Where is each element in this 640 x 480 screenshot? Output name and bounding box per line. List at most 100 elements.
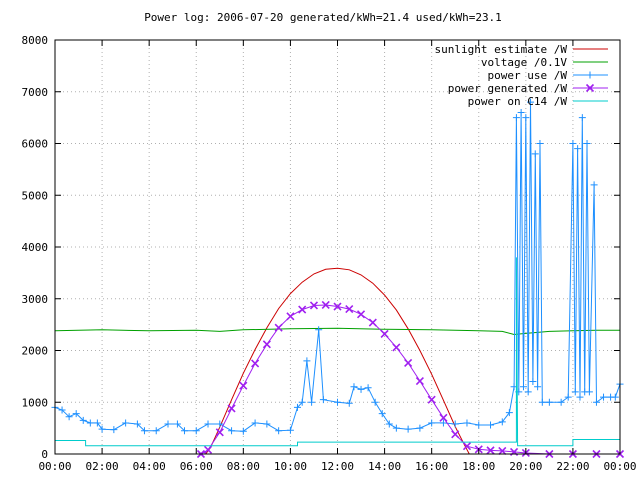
data-point bbox=[215, 428, 224, 437]
data-point bbox=[529, 378, 537, 386]
data-point bbox=[380, 329, 389, 339]
data-point bbox=[416, 424, 424, 432]
data-point bbox=[275, 427, 283, 435]
data-point bbox=[86, 419, 94, 427]
data-point bbox=[439, 419, 447, 427]
data-point bbox=[404, 358, 413, 367]
legend-label: power generated /W bbox=[448, 82, 568, 95]
series-sunlight-estimate-w bbox=[205, 267, 470, 455]
series-layer bbox=[51, 98, 625, 459]
data-point bbox=[404, 425, 412, 433]
y-tick-label: 8000 bbox=[22, 34, 49, 47]
data-point bbox=[309, 301, 319, 310]
data-point bbox=[345, 305, 354, 314]
data-point bbox=[576, 393, 584, 401]
y-tick-label: 7000 bbox=[22, 86, 49, 99]
data-point bbox=[58, 406, 66, 414]
series-power-use-w bbox=[51, 98, 624, 435]
data-point bbox=[524, 388, 532, 396]
y-tick-label: 2000 bbox=[22, 345, 49, 358]
data-point bbox=[415, 376, 424, 386]
legend-label: power on C14 /W bbox=[468, 95, 568, 108]
data-point bbox=[298, 398, 306, 406]
data-point bbox=[164, 420, 172, 428]
data-point bbox=[517, 108, 525, 116]
series-power-generated-w bbox=[196, 300, 625, 459]
data-point bbox=[110, 426, 118, 434]
data-point bbox=[498, 446, 507, 455]
data-point bbox=[462, 442, 472, 451]
x-tick-label: 22:00 bbox=[556, 460, 589, 473]
data-point bbox=[583, 140, 591, 147]
legend-label: sunlight estimate /W bbox=[435, 43, 568, 56]
data-point bbox=[385, 420, 393, 428]
data-point bbox=[303, 357, 311, 365]
x-tick-label: 00:00 bbox=[38, 460, 71, 473]
series-line bbox=[54, 327, 620, 336]
data-point bbox=[140, 427, 148, 435]
data-point bbox=[356, 310, 366, 319]
data-point bbox=[98, 425, 106, 433]
data-point bbox=[315, 326, 323, 334]
data-point bbox=[585, 388, 593, 396]
series-line bbox=[205, 267, 470, 455]
data-point bbox=[392, 343, 401, 352]
data-point bbox=[262, 340, 271, 349]
data-point bbox=[439, 413, 448, 422]
data-point bbox=[368, 318, 377, 327]
data-point bbox=[451, 430, 460, 439]
data-point bbox=[590, 181, 598, 189]
x-tick-label: 08:00 bbox=[227, 460, 260, 473]
data-point bbox=[133, 420, 141, 428]
data-point bbox=[487, 421, 495, 429]
data-point bbox=[192, 427, 200, 435]
data-point bbox=[345, 399, 353, 407]
x-tick-label: 18:00 bbox=[462, 460, 495, 473]
data-point bbox=[286, 312, 295, 321]
data-point bbox=[216, 420, 224, 428]
data-point bbox=[93, 419, 101, 427]
data-point bbox=[427, 395, 436, 404]
data-point bbox=[498, 418, 506, 426]
data-point bbox=[308, 398, 316, 406]
y-tick-label: 1000 bbox=[22, 396, 49, 409]
data-point bbox=[298, 305, 307, 314]
data-point bbox=[152, 427, 160, 435]
data-point bbox=[611, 393, 619, 401]
x-tick-label: 00:00 bbox=[603, 460, 636, 473]
data-point bbox=[531, 150, 539, 158]
x-tick-label: 16:00 bbox=[415, 460, 448, 473]
data-point bbox=[557, 398, 565, 406]
data-point bbox=[428, 419, 436, 427]
legend-label: power use /W bbox=[488, 69, 568, 82]
data-point bbox=[527, 98, 535, 106]
data-point bbox=[274, 323, 283, 332]
series-line bbox=[200, 304, 620, 455]
axes: 0 1000 2000 3000 4000 5000 6000 7000 8000 00:00 02… bbox=[22, 34, 637, 473]
data-point bbox=[251, 419, 259, 427]
data-point bbox=[592, 398, 600, 406]
x-tick-label: 12:00 bbox=[321, 460, 354, 473]
data-point bbox=[534, 383, 542, 391]
legend-label: voltage /0.1V bbox=[481, 56, 567, 69]
data-point bbox=[180, 427, 188, 435]
x-tick-label: 06:00 bbox=[180, 460, 213, 473]
series-power-on-c14-w bbox=[55, 257, 620, 447]
data-point bbox=[122, 419, 130, 427]
x-tick-label: 14:00 bbox=[368, 460, 401, 473]
series-line bbox=[55, 257, 620, 447]
data-point bbox=[364, 384, 372, 392]
data-point bbox=[350, 383, 358, 391]
data-point bbox=[378, 410, 386, 418]
data-point bbox=[65, 413, 73, 421]
data-point bbox=[333, 302, 342, 311]
data-point bbox=[227, 404, 236, 413]
data-point bbox=[522, 114, 530, 122]
data-point bbox=[538, 398, 546, 406]
legend-marker bbox=[586, 71, 594, 79]
data-point bbox=[392, 424, 400, 432]
data-point bbox=[228, 427, 236, 435]
data-point bbox=[371, 398, 379, 406]
